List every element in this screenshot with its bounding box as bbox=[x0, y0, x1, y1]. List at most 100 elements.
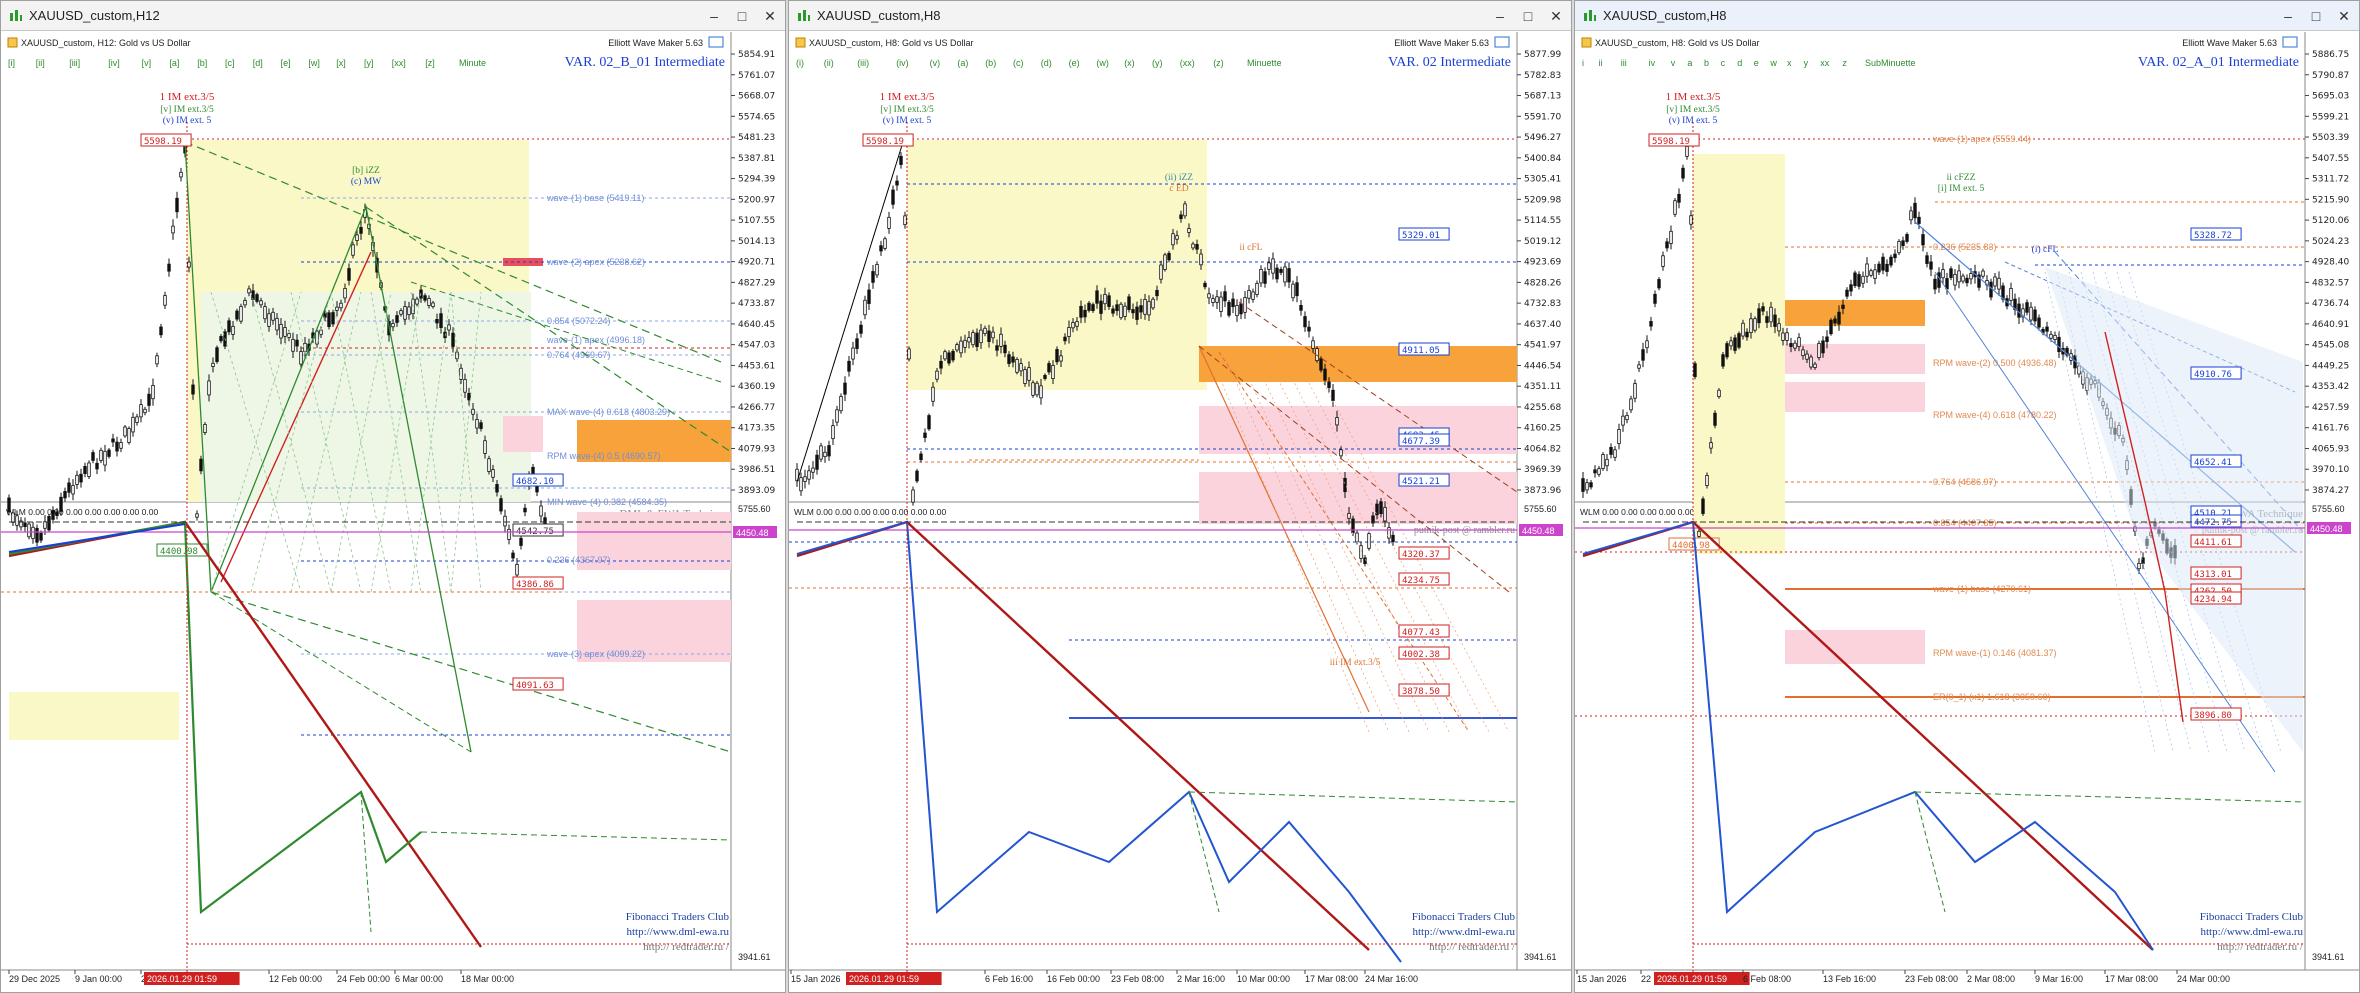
wave-button[interactable]: ii bbox=[1599, 58, 1603, 68]
candle-body bbox=[139, 404, 143, 418]
chart-canvas[interactable]: XAUUSD_custom, H12: Gold vs US Dollar Ell… bbox=[1, 32, 785, 992]
close-icon[interactable]: ✕ bbox=[1550, 8, 1562, 24]
wave-button[interactable]: i bbox=[1582, 58, 1584, 68]
wave-button[interactable]: w bbox=[1769, 58, 1777, 68]
wave-button[interactable]: iv bbox=[1649, 58, 1656, 68]
candle-body bbox=[235, 310, 239, 320]
wave-button[interactable]: (c) bbox=[1013, 58, 1024, 68]
wave-button[interactable]: (i) bbox=[796, 58, 804, 68]
maximize-icon[interactable]: □ bbox=[737, 8, 747, 24]
window-titlebar[interactable]: XAUUSD_custom,H8 – □ ✕ bbox=[1575, 1, 2359, 31]
wave-button[interactable]: xx bbox=[1820, 58, 1830, 68]
wave-button[interactable]: [z] bbox=[425, 58, 435, 68]
candle-body bbox=[1609, 446, 1613, 455]
degree-label[interactable]: SubMinuette bbox=[1865, 58, 1916, 68]
wave-button[interactable]: [e] bbox=[281, 58, 291, 68]
wave-button[interactable]: [w] bbox=[308, 58, 320, 68]
wave-button[interactable]: [x] bbox=[336, 58, 346, 68]
candle-body bbox=[1813, 363, 1817, 368]
price-chart[interactable]: XAUUSD_custom, H12: Gold vs US Dollar Ell… bbox=[1, 32, 785, 992]
window-titlebar[interactable]: XAUUSD_custom,H12 – □ ✕ bbox=[1, 1, 785, 31]
wave-button[interactable]: (w) bbox=[1096, 58, 1109, 68]
candle-body bbox=[199, 458, 203, 472]
wave-button[interactable]: [iii] bbox=[69, 58, 80, 68]
close-icon[interactable]: ✕ bbox=[2338, 8, 2350, 24]
wave-button[interactable]: [b] bbox=[197, 58, 207, 68]
candle-body bbox=[1103, 293, 1107, 305]
wave-button[interactable]: [a] bbox=[169, 58, 179, 68]
wave-button[interactable]: (v) bbox=[930, 58, 941, 68]
candle-body bbox=[1311, 340, 1315, 349]
wave-button[interactable]: (iii) bbox=[857, 58, 869, 68]
close-icon[interactable]: ✕ bbox=[764, 8, 776, 24]
chart-canvas[interactable]: XAUUSD_custom, H8: Gold vs US Dollar Elli… bbox=[789, 32, 1571, 992]
wave-button[interactable]: (xx) bbox=[1180, 58, 1195, 68]
channel-fill bbox=[2045, 267, 2303, 752]
sub-scale-bottom: 3941.61 bbox=[738, 952, 771, 962]
price-chart[interactable]: XAUUSD_custom, H8: Gold vs US Dollar Elli… bbox=[1575, 32, 2359, 992]
wave-button[interactable]: (b) bbox=[985, 58, 996, 68]
price-scale-label: 4827.29 bbox=[738, 278, 775, 288]
wave-button[interactable]: (z) bbox=[1213, 58, 1224, 68]
wave-button[interactable]: [ii] bbox=[36, 58, 45, 68]
wave-button[interactable]: e bbox=[1754, 58, 1759, 68]
wave-button[interactable]: [i] bbox=[8, 58, 15, 68]
minimize-icon[interactable]: – bbox=[2284, 8, 2292, 24]
wave-button[interactable]: (e) bbox=[1069, 58, 1080, 68]
wave-button[interactable]: (ii) bbox=[824, 58, 834, 68]
price-chart[interactable]: XAUUSD_custom, H8: Gold vs US Dollar Elli… bbox=[789, 32, 1571, 992]
chart-window-2[interactable]: XAUUSD_custom,H8 – □ ✕ XAUUSD_custom, H8… bbox=[788, 0, 1572, 993]
wave-button[interactable]: [d] bbox=[253, 58, 263, 68]
wave-button[interactable]: iii bbox=[1621, 58, 1627, 68]
window-titlebar[interactable]: XAUUSD_custom,H8 – □ ✕ bbox=[789, 1, 1571, 31]
candle-body bbox=[75, 474, 79, 485]
wave-button[interactable]: (d) bbox=[1041, 58, 1052, 68]
candle-body bbox=[1941, 269, 1945, 279]
degree-label[interactable]: Minuette bbox=[1247, 58, 1282, 68]
wave-button[interactable]: [y] bbox=[364, 58, 374, 68]
candle-body bbox=[415, 298, 419, 305]
time-axis-label: 24 Feb 00:00 bbox=[337, 974, 390, 984]
fib-level-note: 0.236 (4367.97) bbox=[547, 555, 611, 565]
candle-body bbox=[1227, 301, 1231, 316]
chart-canvas[interactable]: XAUUSD_custom, H8: Gold vs US Dollar Elli… bbox=[1575, 32, 2359, 992]
candle-body bbox=[1379, 501, 1383, 515]
candle-body bbox=[1115, 304, 1119, 312]
maximize-icon[interactable]: □ bbox=[1523, 8, 1533, 24]
price-tag-box bbox=[1398, 683, 1450, 697]
wave-button[interactable]: [c] bbox=[225, 58, 235, 68]
candle-body bbox=[1007, 354, 1011, 364]
minimize-icon[interactable]: – bbox=[710, 8, 718, 24]
wave-button[interactable]: c bbox=[1721, 58, 1726, 68]
wave-button[interactable]: x bbox=[1787, 58, 1792, 68]
candle-body bbox=[1219, 296, 1223, 312]
wave-button[interactable]: [v] bbox=[142, 58, 152, 68]
chart-window-3[interactable]: XAUUSD_custom,H8 – □ ✕ XAUUSD_custom, H8… bbox=[1574, 0, 2360, 993]
wave-label: (c) MW bbox=[351, 176, 381, 187]
maximize-icon[interactable]: □ bbox=[2311, 8, 2321, 24]
candle-body bbox=[835, 409, 839, 423]
wave-button[interactable]: (iv) bbox=[896, 58, 909, 68]
candle-body bbox=[963, 339, 967, 348]
wave-button[interactable]: [xx] bbox=[392, 58, 406, 68]
wave-button[interactable]: a bbox=[1687, 58, 1692, 68]
degree-label[interactable]: Minute bbox=[459, 58, 486, 68]
chart-window-1[interactable]: XAUUSD_custom,H12 – □ ✕ XAUUSD_custom, H… bbox=[0, 0, 786, 993]
wave-button[interactable]: (y) bbox=[1152, 58, 1163, 68]
candle-body bbox=[43, 521, 47, 529]
wave-button[interactable]: z bbox=[1842, 58, 1847, 68]
price-tag-box bbox=[512, 576, 564, 590]
wave-button[interactable]: b bbox=[1704, 58, 1709, 68]
candle-body bbox=[975, 332, 979, 347]
wave-button[interactable]: v bbox=[1671, 58, 1676, 68]
minimize-icon[interactable]: – bbox=[1496, 8, 1504, 24]
wave-button[interactable]: y bbox=[1804, 58, 1809, 68]
wave-button[interactable]: (a) bbox=[957, 58, 968, 68]
wave-button[interactable]: [iv] bbox=[108, 58, 120, 68]
candle-body bbox=[2137, 562, 2141, 570]
candle-body bbox=[1327, 381, 1331, 388]
candle-body bbox=[219, 336, 223, 342]
candle-body bbox=[1737, 333, 1741, 348]
wave-button[interactable]: d bbox=[1737, 58, 1742, 68]
wave-button[interactable]: (x) bbox=[1124, 58, 1135, 68]
